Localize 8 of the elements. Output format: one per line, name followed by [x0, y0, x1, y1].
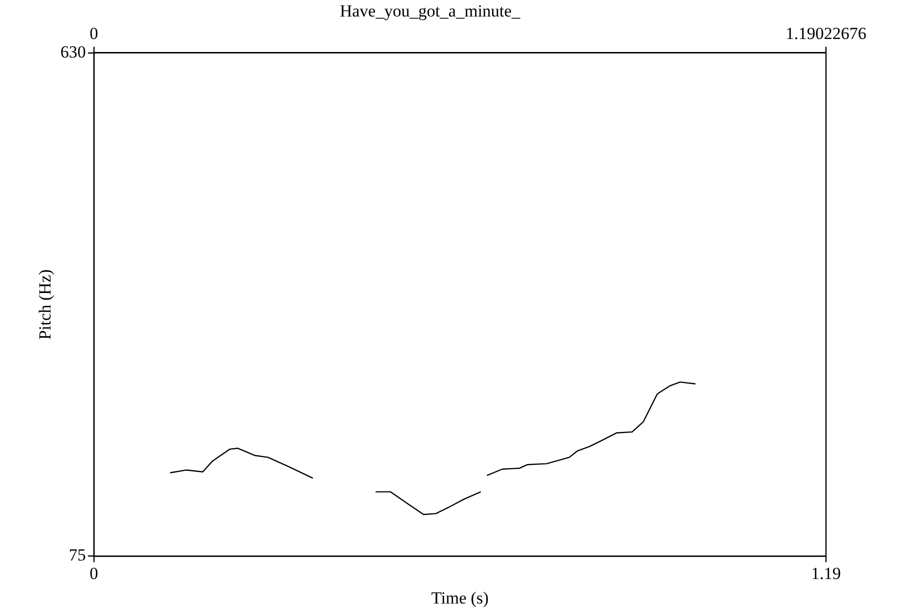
x2-tick-label: 1.19022676 [786, 24, 866, 44]
chart-title: Have_you_got_a_minute_ [340, 2, 521, 21]
y-axis-title: Pitch (Hz) [36, 269, 55, 340]
y-tick-label: 75 [68, 546, 86, 565]
x-tick-label: 1.19 [811, 564, 841, 583]
x2-tick-label: 0 [90, 24, 98, 44]
x-axis-title: Time (s) [431, 588, 489, 608]
y-tick-label: 630 [60, 42, 86, 62]
